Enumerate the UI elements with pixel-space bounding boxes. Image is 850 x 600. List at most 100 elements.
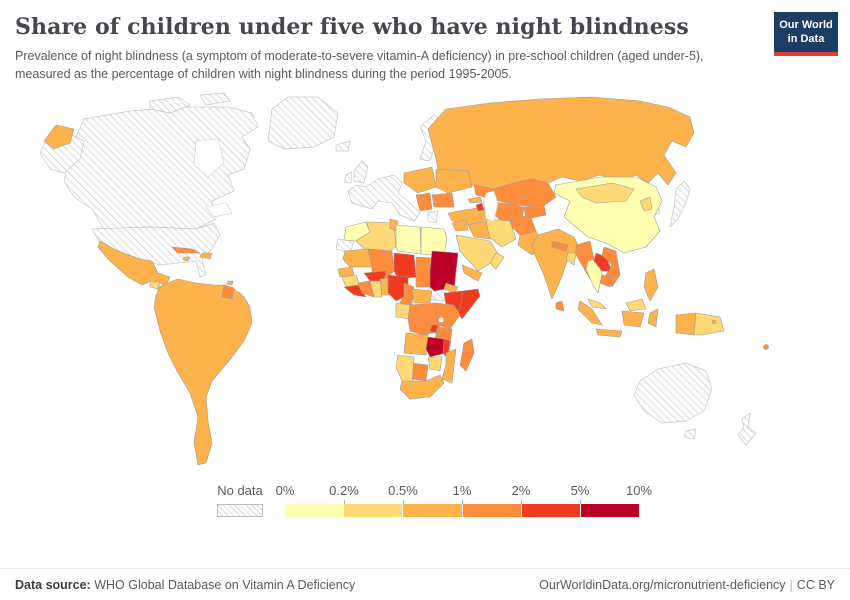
country-guyana[interactable] <box>221 284 235 300</box>
country-zimbabwe[interactable] <box>427 356 443 372</box>
country-tasmania[interactable] <box>683 428 697 440</box>
country-rwanda-burundi[interactable] <box>429 324 439 334</box>
country-north-korea[interactable] <box>639 196 653 212</box>
country-philippines[interactable] <box>643 268 659 302</box>
caspian-sea <box>483 190 499 222</box>
legend-tick-5: 5% <box>570 483 590 499</box>
country-java[interactable] <box>595 328 623 338</box>
country-uk[interactable] <box>353 160 369 184</box>
country-japan[interactable] <box>669 180 691 228</box>
country-east-europe[interactable] <box>403 166 437 194</box>
tick-mark <box>521 500 522 505</box>
data-countries <box>43 96 769 466</box>
country-bangladesh[interactable] <box>565 252 577 266</box>
country-georgia[interactable] <box>467 196 483 204</box>
country-angola[interactable] <box>403 332 429 356</box>
country-south-america[interactable] <box>153 278 253 466</box>
country-chad[interactable] <box>415 256 433 288</box>
country-chukotka[interactable] <box>43 124 75 150</box>
country-canada[interactable] <box>63 106 259 230</box>
country-south-africa[interactable] <box>399 374 445 400</box>
footer-separator: | <box>789 578 793 592</box>
country-solomon-islands[interactable] <box>711 319 717 325</box>
country-sri-lanka[interactable] <box>555 300 565 312</box>
country-romania-bulgaria[interactable] <box>431 192 455 208</box>
country-mozambique[interactable] <box>441 348 457 384</box>
country-oman[interactable] <box>489 252 505 270</box>
country-arctic-islands[interactable] <box>149 92 231 114</box>
country-iraq[interactable] <box>467 220 491 240</box>
license-label: CC BY <box>796 578 835 592</box>
country-madagascar[interactable] <box>459 338 475 372</box>
country-mauritania[interactable] <box>342 248 373 268</box>
country-mongolia[interactable] <box>575 182 635 204</box>
data-source-label: Data source: <box>15 578 91 592</box>
country-zambia[interactable] <box>425 336 447 358</box>
legend-bin-5[interactable] <box>580 504 640 518</box>
country-libya[interactable] <box>395 224 422 255</box>
country-cuba[interactable] <box>171 246 201 254</box>
legend-tick-2: 2% <box>511 483 531 499</box>
country-cambodia[interactable] <box>599 274 613 288</box>
country-india[interactable] <box>531 228 581 300</box>
country-trinidad[interactable] <box>226 280 234 286</box>
legend-bin-4[interactable] <box>521 504 581 518</box>
tick-mark <box>462 500 463 505</box>
country-west-europe[interactable] <box>347 174 421 222</box>
legend-bin-2[interactable] <box>403 504 463 518</box>
country-jamaica[interactable] <box>182 256 191 262</box>
tick-mark <box>580 500 581 505</box>
country-malaysia-borneo[interactable] <box>625 298 647 312</box>
legend-tick-0: 0% <box>275 483 295 499</box>
great-lakes <box>205 202 233 218</box>
country-egypt[interactable] <box>420 226 448 257</box>
country-sumatra[interactable] <box>577 300 603 326</box>
legend-tick-1: 1% <box>452 483 472 499</box>
legend-tick-10: 10% <box>625 483 653 499</box>
country-nepal[interactable] <box>551 240 569 252</box>
country-somalia[interactable] <box>457 288 481 320</box>
world-map <box>39 92 769 466</box>
country-sudan[interactable] <box>429 250 459 292</box>
owid-logo[interactable]: Our World in Data <box>774 12 838 56</box>
owid-logo-accent-bar <box>774 51 838 56</box>
tick-mark <box>403 500 404 505</box>
country-central-african-republic[interactable] <box>411 288 433 304</box>
country-iceland[interactable] <box>335 140 351 152</box>
country-borneo[interactable] <box>621 310 645 328</box>
country-sierra-leone[interactable] <box>343 284 367 298</box>
country-greece[interactable] <box>427 210 439 224</box>
country-botswana[interactable] <box>411 362 429 382</box>
country-ukraine[interactable] <box>435 168 473 194</box>
country-niger[interactable] <box>393 252 417 280</box>
country-hispaniola[interactable] <box>199 252 213 260</box>
country-malaysia[interactable] <box>587 298 607 310</box>
country-papua-new-guinea[interactable] <box>693 312 725 336</box>
country-yemen[interactable] <box>461 264 483 282</box>
chart-footer: Data source: WHO Global Database on Vita… <box>0 568 850 600</box>
country-syria[interactable] <box>451 219 469 232</box>
map-legend: No data 0% 0.2% 0.5% 1% 2% 5% 10% <box>217 483 850 525</box>
data-source-text: WHO Global Database on Vitamin A Deficie… <box>90 578 356 592</box>
legend-bin-0[interactable] <box>285 504 345 518</box>
country-saudi-arabia[interactable] <box>455 234 501 272</box>
legend-bin-3[interactable] <box>462 504 522 518</box>
country-fiji[interactable] <box>763 344 769 351</box>
country-balkans[interactable] <box>415 192 433 212</box>
country-namibia[interactable] <box>395 354 415 384</box>
country-new-zealand[interactable] <box>737 412 757 446</box>
legend-tick-row: 0% 0.2% 0.5% 1% 2% 5% 10% <box>276 483 652 505</box>
legend-bin-1[interactable] <box>344 504 404 518</box>
country-nigeria[interactable] <box>387 274 409 302</box>
owid-url-link[interactable]: OurWorldinData.org/micronutrient-deficie… <box>539 578 786 592</box>
country-west-new-guinea[interactable] <box>675 312 697 336</box>
country-sulawesi[interactable] <box>647 308 659 328</box>
country-greenland[interactable] <box>267 96 339 150</box>
page-title: Share of children under five who have ni… <box>15 14 689 40</box>
country-ireland[interactable] <box>343 171 353 184</box>
legend-scale: 0% 0.2% 0.5% 1% 2% 5% 10% <box>276 483 652 518</box>
owid-logo-line2: in Data <box>787 33 825 46</box>
legend-no-data-swatch[interactable] <box>217 504 263 518</box>
country-australia[interactable] <box>633 362 713 424</box>
country-turkey[interactable] <box>447 206 489 226</box>
